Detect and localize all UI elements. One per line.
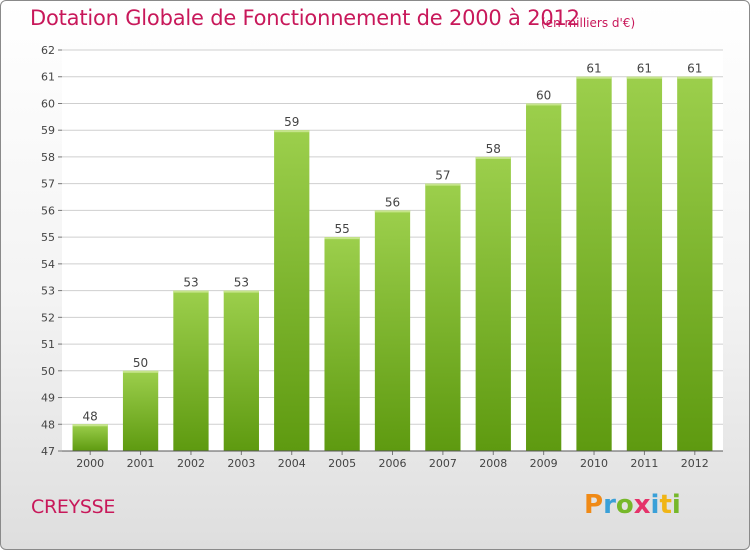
x-tick-label-2012: 2012 [681,457,709,470]
bar-2006 [374,210,411,451]
bar-2007 [425,183,461,451]
bar-top-highlight [576,76,612,79]
data-label-2003: 53 [234,276,249,290]
data-label-2002: 53 [183,276,198,290]
bar-2003 [223,290,259,451]
x-tick-label-2010: 2010 [580,457,608,470]
bar-2002 [173,290,209,451]
data-label-2004: 59 [284,115,299,129]
bar-top-highlight [223,290,259,293]
x-tick-label-2005: 2005 [328,457,356,470]
x-tick-label-2002: 2002 [177,457,205,470]
y-tick-label: 50 [41,365,55,378]
x-tick-label-2008: 2008 [479,457,507,470]
x-tick-label-2011: 2011 [630,457,658,470]
bar-top-highlight [475,156,511,159]
bar-top-highlight [173,290,209,293]
bar-top-highlight [425,183,461,186]
bar-2001 [122,370,159,451]
x-tick-label-2001: 2001 [127,457,155,470]
y-tick-label: 58 [41,151,55,164]
y-tick-label: 60 [41,97,55,110]
bar-top-highlight [324,237,360,240]
bar-top-highlight [274,130,310,133]
bar-2000 [72,424,108,451]
commune-name: CREYSSE [31,496,116,518]
y-tick-label: 52 [41,311,55,324]
data-label-2007: 57 [435,169,450,183]
x-tick-label-2009: 2009 [530,457,558,470]
data-labels: 48 50 53 53 59 55 56 57 58 60 61 61 61 [83,62,703,424]
y-axis-ticks: 47 48 49 50 51 52 53 54 55 56 57 58 59 60 61 62 [41,44,62,458]
x-tick-label-2003: 2003 [227,457,255,470]
y-tick-label: 59 [41,124,55,137]
bar-top-highlight [72,424,108,427]
bar-2004 [274,130,310,451]
x-tick-label-2004: 2004 [278,457,306,470]
y-tick-label: 49 [41,392,55,405]
y-tick-label: 48 [41,418,55,431]
bar-2008 [475,156,511,451]
x-tick-label-2000: 2000 [76,457,104,470]
y-tick-label: 53 [41,285,55,298]
data-label-2005: 55 [334,222,349,236]
y-tick-label: 47 [41,445,55,458]
data-label-2008: 58 [486,142,501,156]
bar-2012 [677,76,713,451]
y-tick-label: 51 [41,338,55,351]
chart-title: Dotation Globale de Fonctionnement de 20… [30,6,580,30]
bar-2005 [324,237,360,451]
data-label-2011: 61 [637,62,652,76]
data-label-2000: 48 [83,409,98,423]
bar-top-highlight [626,76,663,79]
bars [72,76,713,451]
bar-top-highlight [526,103,562,106]
data-label-2006: 56 [385,195,400,209]
data-label-2010: 61 [586,62,601,76]
data-label-2001: 50 [133,356,148,370]
bar-2010 [576,76,612,451]
bar-2009 [526,103,562,451]
y-tick-label: 55 [41,231,55,244]
x-tick-label-2006: 2006 [379,457,407,470]
y-tick-label: 61 [41,71,55,84]
y-tick-label: 62 [41,44,55,57]
bar-top-highlight [677,76,713,79]
data-label-2012: 61 [687,62,702,76]
proxiti-logo: Proxiti [584,490,681,520]
bar-top-highlight [374,210,411,213]
bar-2011 [626,76,663,451]
y-tick-label: 57 [41,178,55,191]
bar-top-highlight [122,370,159,373]
chart-unit: (en milliers d'€) [541,16,636,30]
data-label-2009: 60 [536,88,551,102]
y-tick-label: 56 [41,204,55,217]
x-tick-label-2007: 2007 [429,457,457,470]
y-tick-label: 54 [41,258,55,271]
x-axis-ticks: 2000 2001 2002 2003 2004 2005 2006 2007 2008 2009… [76,451,709,470]
